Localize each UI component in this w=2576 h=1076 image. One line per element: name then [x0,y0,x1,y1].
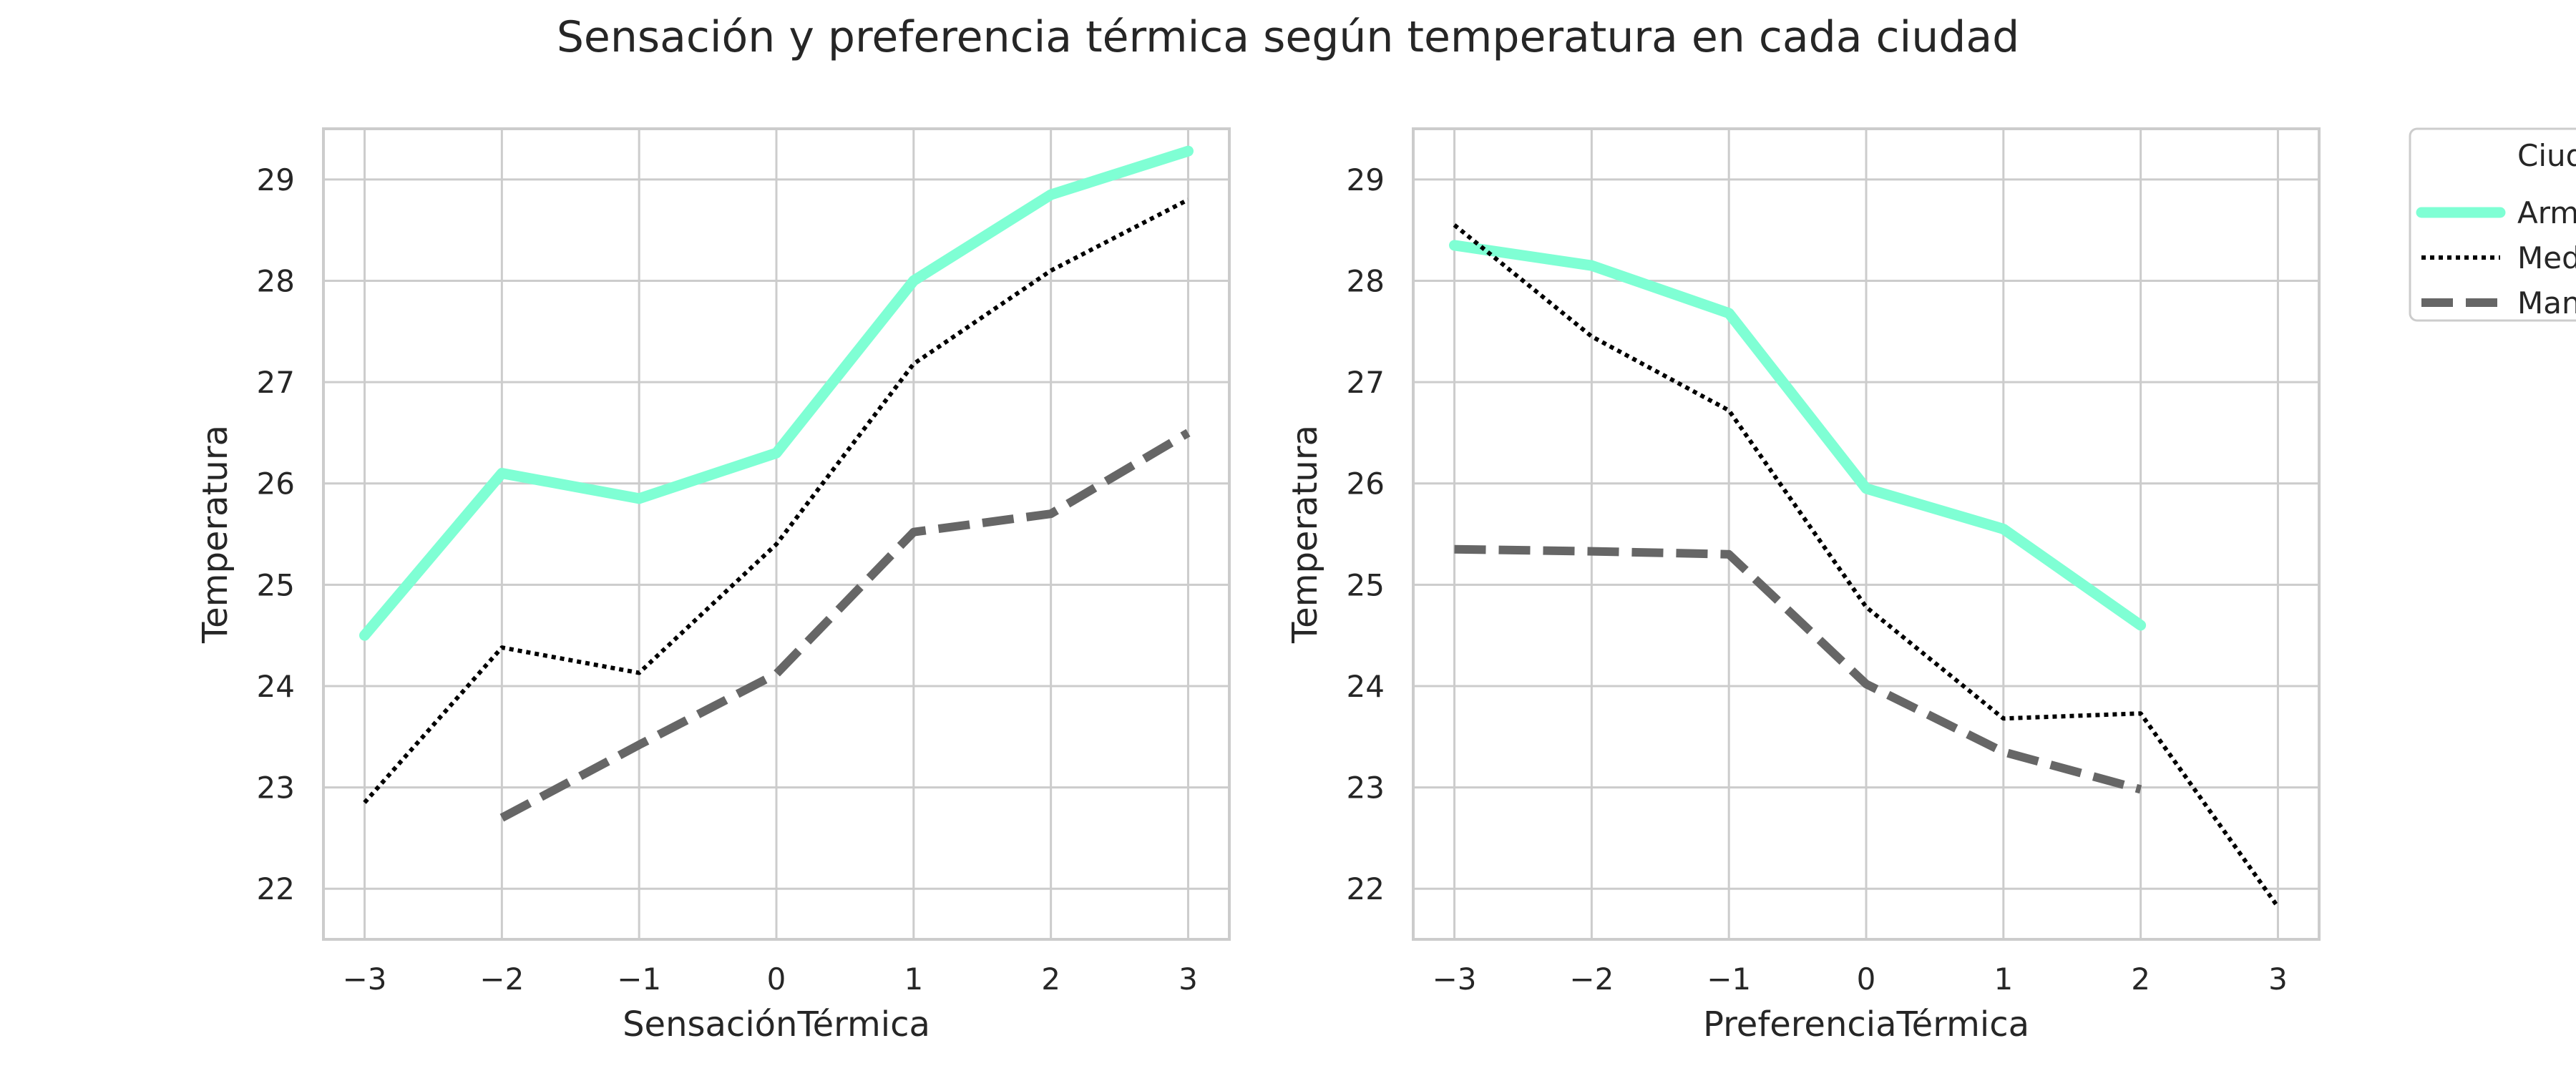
y-tick-label: 24 [257,669,295,704]
legend-entry-label: Medellín [2517,240,2576,275]
y-tick-label: 22 [1347,871,1385,906]
series-line-manizales [499,429,1191,822]
y-tick-label: 29 [257,162,295,197]
x-tick-label: 3 [2268,962,2288,997]
y-axis-label: Temperatura [195,425,235,644]
y-tick-label: 28 [257,263,295,298]
y-tick-label: 24 [1347,669,1385,704]
y-tick-label: 27 [257,365,295,400]
y-tick-label: 25 [257,567,295,602]
y-tick-label: 29 [1347,162,1385,197]
y-tick-label: 28 [1347,263,1385,298]
x-tick-label: 1 [1994,962,2013,997]
legend-box [2409,127,2576,322]
x-tick-label: −3 [1433,962,1477,997]
x-tick-label: 2 [2131,962,2150,997]
chart-panel-1: −3 −2 −1 0 1 2 32223242526272829SensaciónTérmi… [195,127,1231,1045]
x-tick-label: 0 [767,962,786,997]
x-tick-label: 3 [1179,962,1198,997]
x-tick-label: 1 [904,962,923,997]
panels: −3 −2 −1 0 1 2 32223242526272829SensaciónTérmi… [195,127,2321,1045]
x-tick-label: −3 [343,962,387,997]
series-line-armenia [359,145,1194,641]
y-tick-label: 26 [257,466,295,502]
legend: Ciudad Armenia Medellín Manizales [2409,127,2576,322]
x-tick-label: −2 [1569,962,1614,997]
chart-panel-2: −3 −2 −1 0 1 2 32223242526272829PreferenciaTér… [1285,127,2321,1045]
series-line-manizales [1454,544,2142,794]
x-tick-label: −1 [1707,962,1751,997]
x-tick-label: 2 [1041,962,1060,997]
y-tick-label: 23 [257,771,295,806]
legend-title: Ciudad [2517,138,2576,173]
x-axis-label: PreferenciaTérmica [1703,1004,2029,1045]
y-tick-label: 22 [257,871,295,906]
x-axis-label: SensaciónTérmica [623,1004,930,1045]
y-tick-label: 27 [1347,365,1385,400]
axes-frame [1412,127,2321,941]
x-tick-label: −1 [617,962,661,997]
y-tick-label: 23 [1347,771,1385,806]
y-axis-label: Temperatura [1285,425,1325,644]
axes-frame [322,127,1231,941]
legend-entry-label: Armenia [2517,195,2576,230]
y-tick-label: 25 [1347,567,1385,602]
chart-title: Sensación y preferencia térmica según te… [557,12,2019,62]
x-tick-label: 0 [1857,962,1876,997]
y-tick-label: 26 [1347,466,1385,502]
series-line-armenia [1449,240,2147,631]
x-tick-label: −2 [479,962,524,997]
series-line-medellín [363,197,1189,804]
legend-entry-label: Manizales [2517,285,2576,321]
series-line-medellín [1453,223,2280,909]
